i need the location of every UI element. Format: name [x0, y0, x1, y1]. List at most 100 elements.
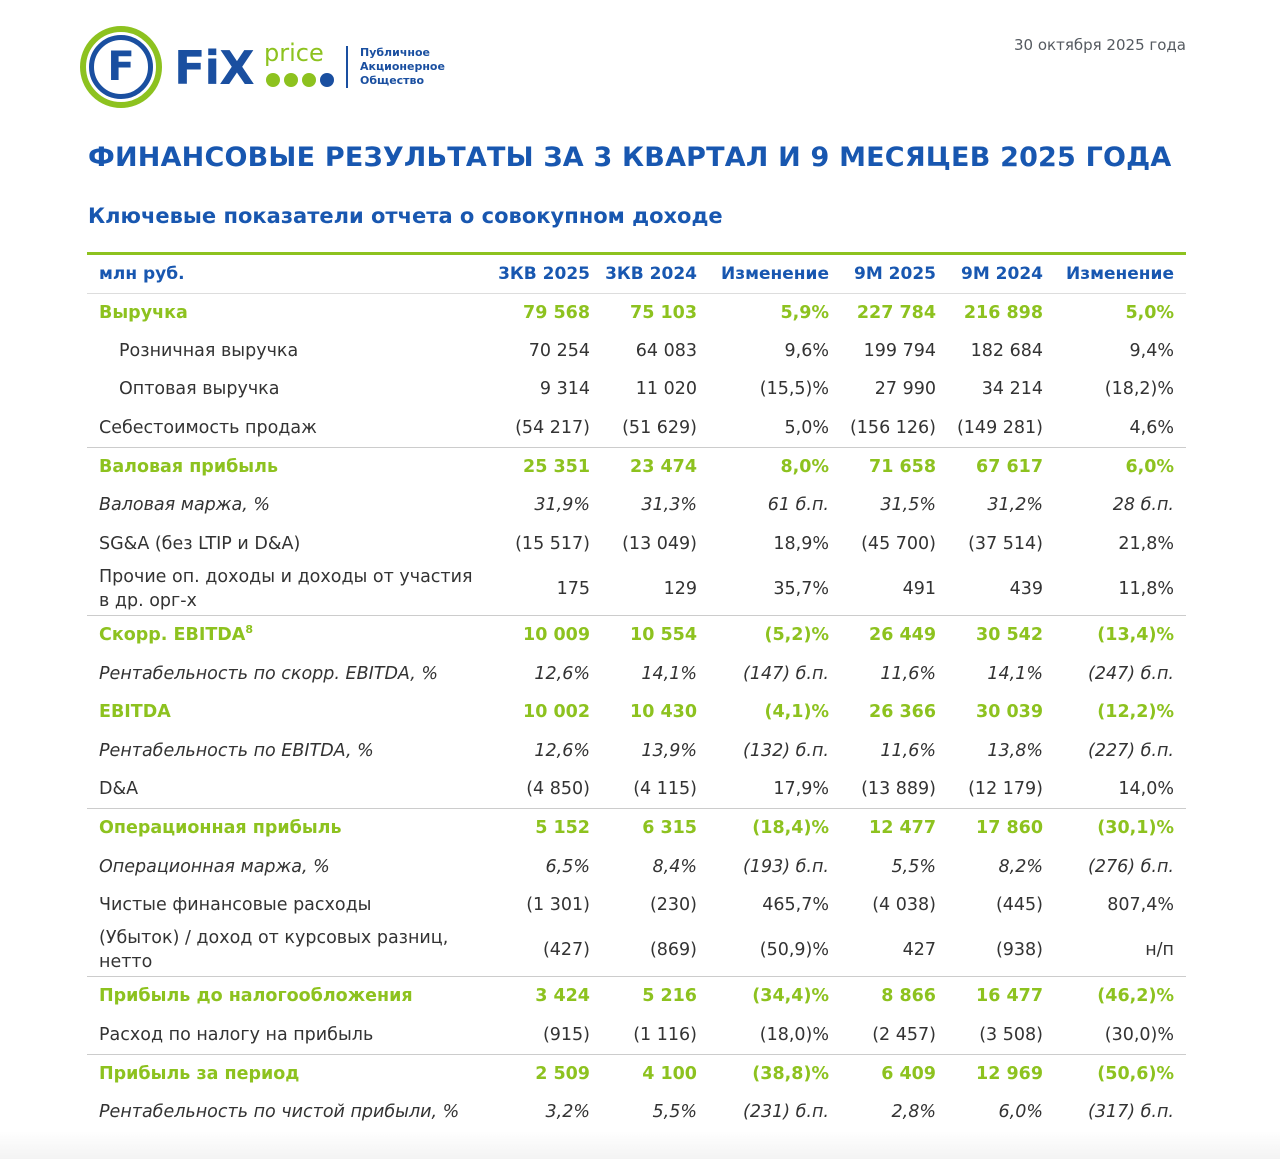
table-row: Скорр. EBITDA8 10 009 10 554 (5,2)% 26 449 30…	[87, 616, 1186, 655]
page-title: ФИНАНСОВЫЕ РЕЗУЛЬТАТЫ ЗА 3 КВАРТАЛ И 9 М…	[88, 142, 1172, 173]
value-9m-change: 14,0%	[1043, 770, 1186, 810]
value-9m2024: (37 514)	[968, 533, 1043, 554]
value-3q2024: 14,1%	[641, 663, 697, 684]
value-3q-change: (231) б.п.	[743, 1101, 829, 1122]
value-3q2024: 6 315	[642, 818, 697, 839]
row-label: Рентабельность по скорр. EBITDA, %	[99, 663, 438, 684]
table-row: Рентабельность по скорр. EBITDA, % 12,6% 1…	[87, 654, 1186, 693]
value-3q-change: 17,9%	[697, 770, 829, 810]
value-9m2025: 491	[829, 563, 936, 617]
value-9m2025: 199 794	[863, 340, 936, 361]
table-row: Чистые финансовые расходы (1 301) (230) 465…	[87, 886, 1186, 925]
value-9m2025: (156 126)	[829, 408, 936, 448]
value-3q-change: 5,0%	[697, 408, 829, 448]
value-3q2025: (915)	[487, 1015, 590, 1055]
value-3q-change: (38,8)%	[752, 1063, 829, 1084]
table-row: Прочие оп. доходы и доходы от участия в …	[87, 563, 1186, 617]
value-3q2025: 175	[487, 563, 590, 617]
page-bottom-edge	[0, 1131, 1280, 1159]
column-header-9m2025: 9М 2025	[829, 255, 936, 294]
value-9m2024: (149 281)	[936, 408, 1043, 448]
footnote-marker: 8	[245, 623, 254, 637]
value-3q2024: 4 100	[642, 1063, 697, 1084]
value-9m-change: 9,4%	[1129, 340, 1174, 361]
value-3q2025: 3 424	[535, 986, 590, 1007]
value-9m-change: (13,4)%	[1097, 625, 1174, 646]
column-header-3q2024: 3КВ 2024	[590, 255, 697, 294]
value-9m2025: 6 409	[881, 1063, 936, 1084]
value-3q-change: 5,9%	[780, 302, 829, 323]
table-row: D&A (4 850) (4 115) 17,9% (13 889) (12 179) 14…	[87, 770, 1186, 810]
value-3q2024: 129	[590, 563, 697, 617]
table-header-row: млн руб. 3КВ 2025 3КВ 2024 Изменение 9М …	[87, 255, 1186, 294]
row-label: Рентабельность по EBITDA, %	[99, 740, 374, 761]
value-3q2024: (230)	[649, 895, 697, 916]
row-label: Прибыль до налогообложения	[99, 986, 413, 1007]
value-3q-change: (4,1)%	[764, 702, 829, 723]
value-9m2024: (3 508)	[936, 1015, 1043, 1055]
value-3q-change: (50,9)%	[697, 924, 829, 978]
table-row: Прибыль до налогообложения 3 424 5 216 (34,…	[87, 977, 1186, 1016]
value-3q-change: (34,4)%	[752, 986, 829, 1007]
value-9m2025: 31,5%	[880, 495, 936, 516]
value-9m2025: (4 038)	[872, 895, 936, 916]
value-9m-change: (30,0)%	[1043, 1015, 1186, 1055]
row-label: Выручка	[99, 302, 188, 323]
value-9m-change: н/п	[1043, 924, 1186, 978]
row-label: EBITDA	[99, 702, 171, 723]
value-9m2025: 5,5%	[891, 856, 936, 877]
value-9m2024: (938)	[936, 924, 1043, 978]
value-9m2024: 31,2%	[987, 495, 1043, 516]
row-label: Прибыль за период	[99, 1063, 300, 1084]
value-3q-change: 61 б.п.	[767, 495, 829, 516]
value-9m-change: 28 б.п.	[1112, 495, 1174, 516]
value-3q2025: 25 351	[523, 456, 590, 477]
value-9m2025: 8 866	[881, 986, 936, 1007]
row-label: (Убыток) / доход от курсовых разниц, нет…	[87, 924, 487, 978]
table-row: SG&A (без LTIP и D&A) (15 517) (13 049) 18,…	[87, 525, 1186, 564]
logo-initial: F	[107, 44, 135, 90]
value-3q2024: (869)	[590, 924, 697, 978]
row-label: Оптовая выручка	[119, 379, 280, 400]
value-3q-change: 9,6%	[784, 340, 829, 361]
table-row: Расход по налогу на прибыль (915) (1 116)(…	[87, 1015, 1186, 1055]
value-3q-change: (5,2)%	[764, 625, 829, 646]
row-label: Операционная маржа, %	[99, 856, 330, 877]
table-row: Рентабельность по EBITDA, % 12,6% 13,9% (13…	[87, 731, 1186, 770]
value-3q2025: (427)	[487, 924, 590, 978]
value-3q2025: 9 314	[539, 379, 590, 400]
value-3q2025: (15 517)	[515, 533, 590, 554]
value-9m-change: 21,8%	[1118, 533, 1174, 554]
value-3q2024: 10 430	[630, 702, 697, 723]
value-3q-change: 18,9%	[773, 533, 829, 554]
value-9m-change: (46,2)%	[1097, 986, 1174, 1007]
value-9m-change: (12,2)%	[1097, 702, 1174, 723]
value-9m2025: 12 477	[869, 818, 936, 839]
row-label: Расход по налогу на прибыль	[87, 1015, 487, 1055]
value-3q2024: 64 083	[635, 340, 697, 361]
column-header-3q2025: 3КВ 2025	[487, 255, 590, 294]
value-9m2024: 30 039	[976, 702, 1043, 723]
row-label: Рентабельность по чистой прибыли, %	[99, 1101, 460, 1122]
value-3q2024: (4 115)	[590, 770, 697, 810]
value-3q2025: 70 254	[528, 340, 590, 361]
value-9m2025: 227 784	[856, 302, 936, 323]
value-9m-change: (30,1)%	[1097, 818, 1174, 839]
logo-price-text: price	[264, 39, 324, 67]
value-3q-change: (18,4)%	[752, 818, 829, 839]
value-9m2024: 14,1%	[987, 663, 1043, 684]
value-3q2024: 11 020	[635, 379, 697, 400]
value-9m2024: 182 684	[970, 340, 1043, 361]
logo-emblem-icon: F	[80, 26, 162, 108]
value-3q2024: (13 049)	[622, 533, 697, 554]
value-3q2025: 79 568	[523, 302, 590, 323]
value-9m2025: (13 889)	[829, 770, 936, 810]
table-row: Розничная выручка 70 254 64 083 9,6% 199 794…	[87, 332, 1186, 371]
value-9m2024: 439	[936, 563, 1043, 617]
value-9m-change: (227) б.п.	[1088, 740, 1174, 761]
value-9m2025: 27 990	[874, 379, 936, 400]
value-3q-change: (18,0)%	[697, 1015, 829, 1055]
value-9m2024: 30 542	[976, 625, 1043, 646]
value-9m2025: 71 658	[869, 456, 936, 477]
value-9m-change: (50,6)%	[1097, 1063, 1174, 1084]
